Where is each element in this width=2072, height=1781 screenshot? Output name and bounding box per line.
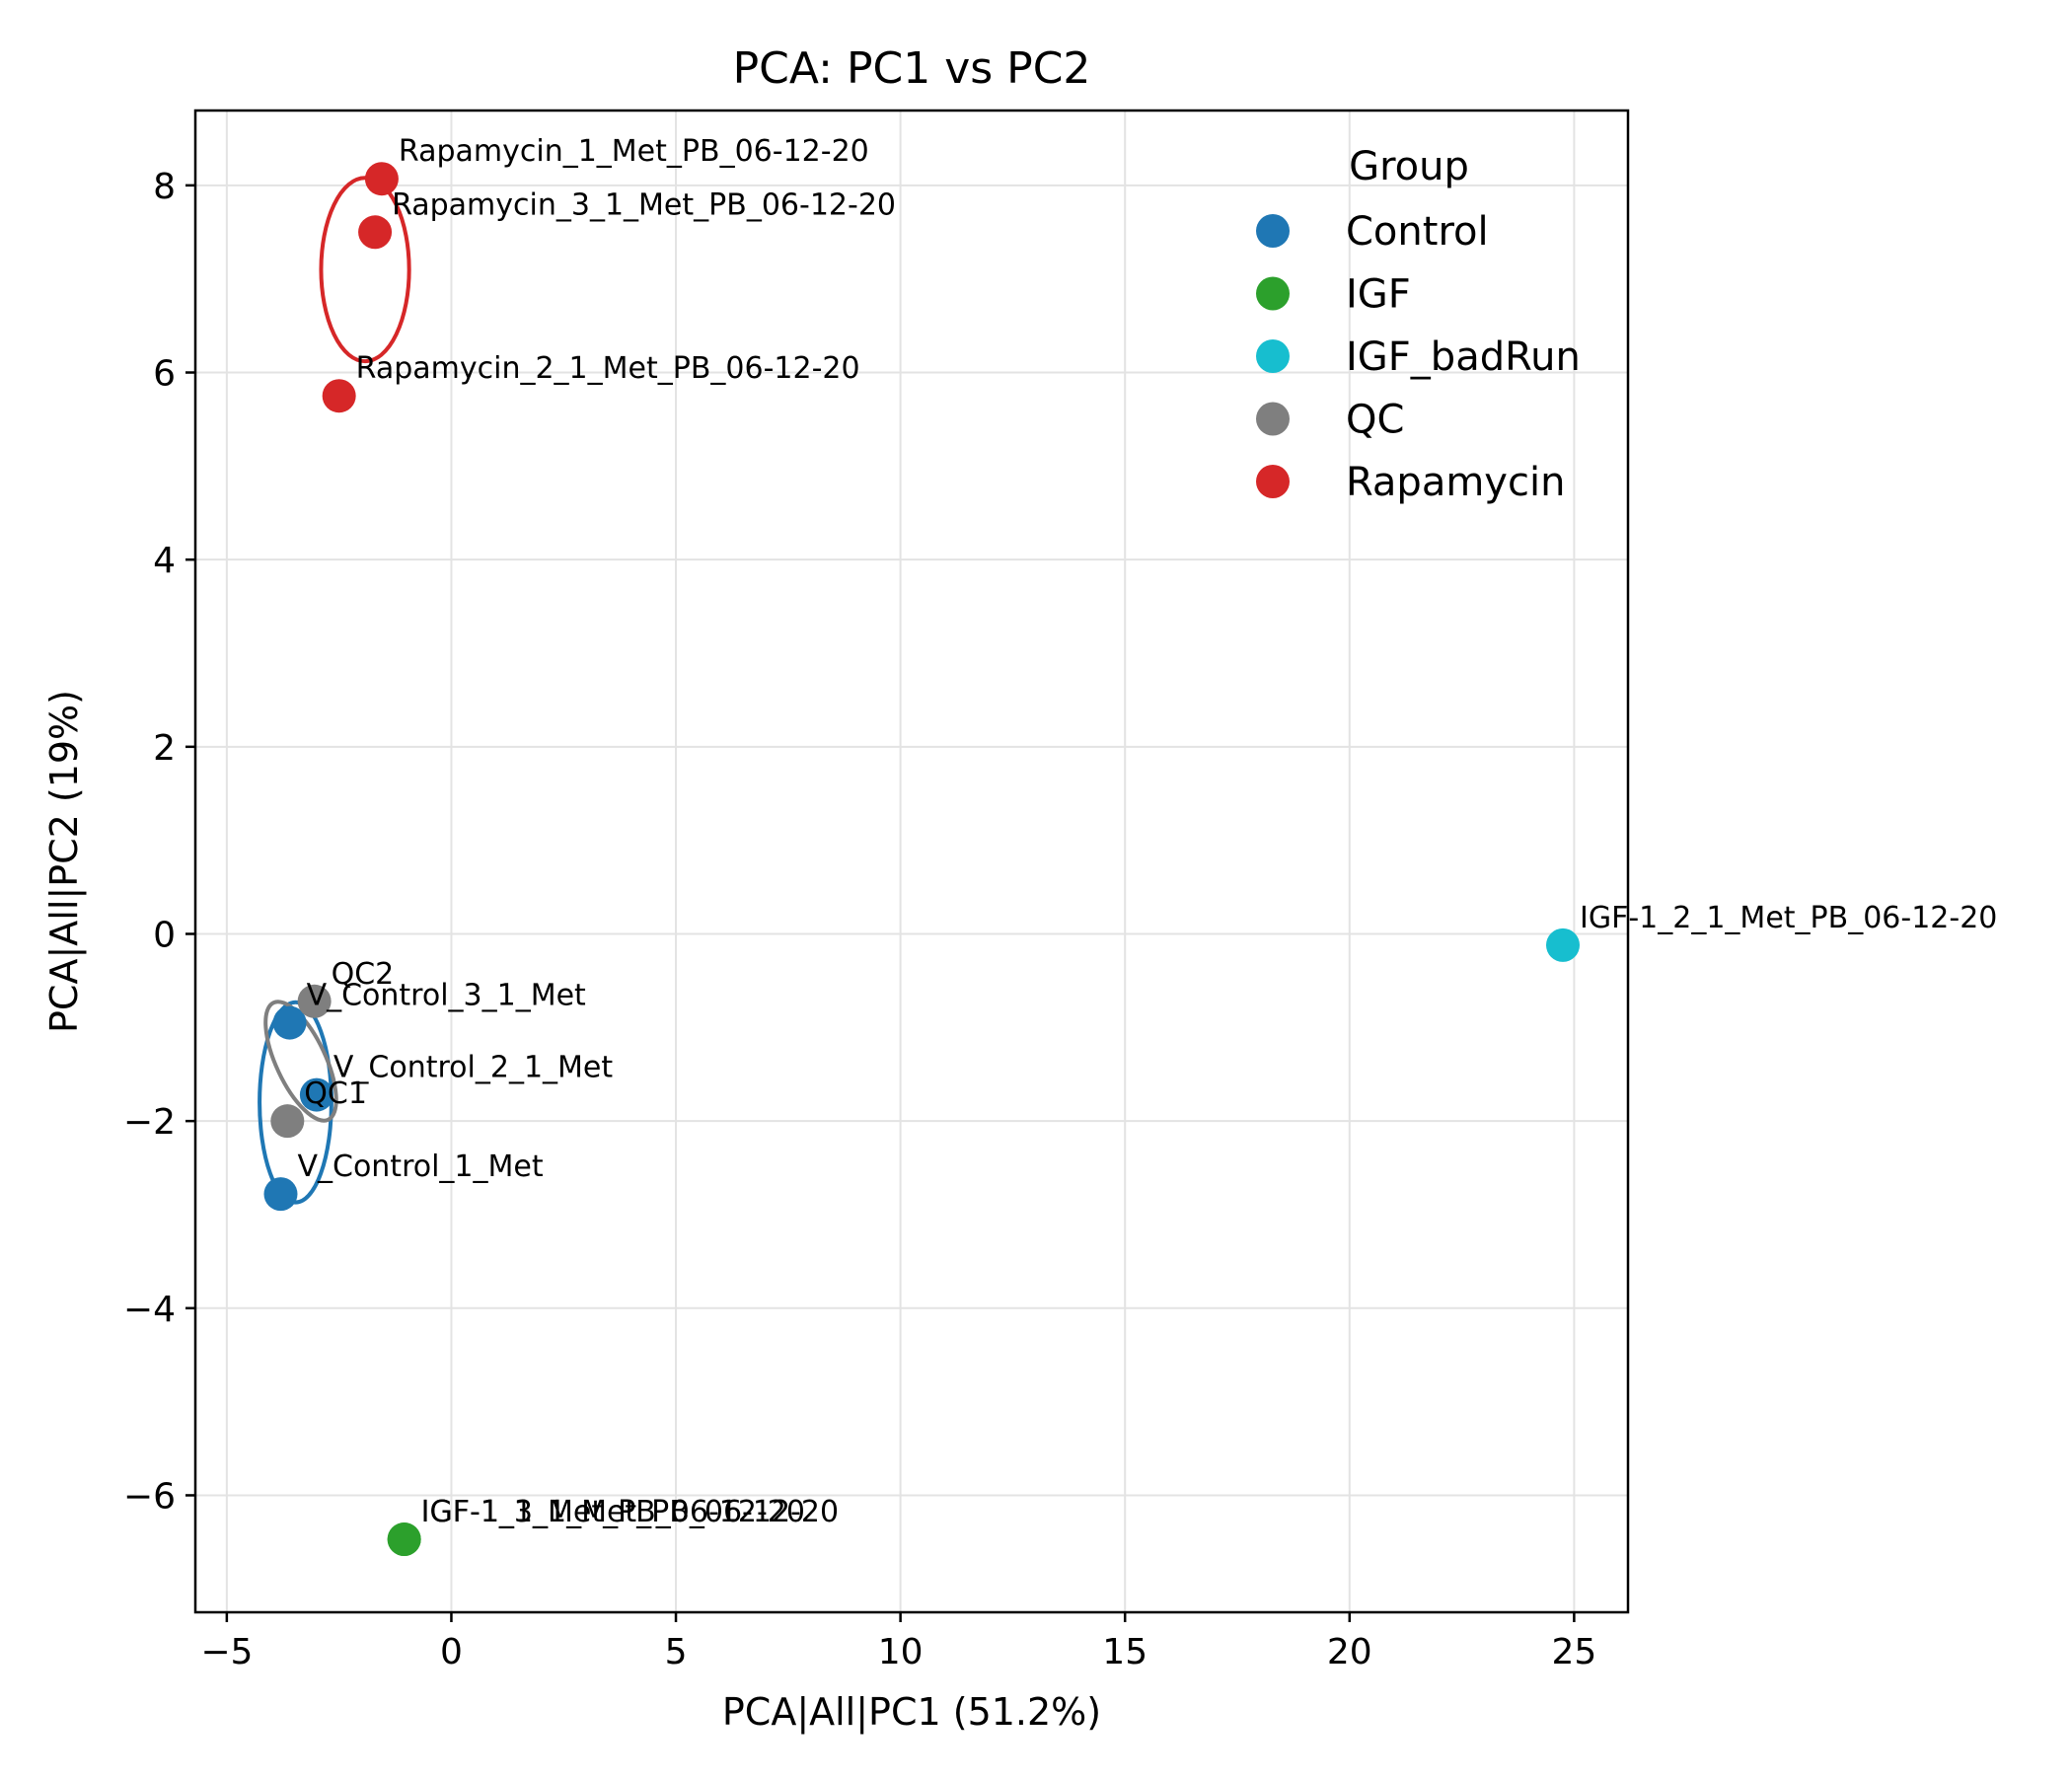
- point-label: IGF-1_3_1_Met_PB_06-12-20: [421, 1495, 839, 1529]
- chart-title: PCA: PC1 vs PC2: [733, 43, 1091, 94]
- data-point: [1546, 928, 1580, 962]
- legend-label: Control: [1346, 209, 1489, 255]
- legend-marker: [1256, 276, 1290, 311]
- x-tick-label: 15: [1102, 1632, 1147, 1672]
- data-points: [263, 162, 1580, 1557]
- legend-marker: [1256, 402, 1290, 436]
- legend-marker: [1256, 465, 1290, 498]
- y-tick-label: −2: [123, 1102, 176, 1143]
- axis-ticks: −5 0 5 10 15 20 25 −6 −4 −2 0 2 4 6 8: [123, 167, 1596, 1672]
- data-point: [364, 162, 399, 196]
- point-label: Rapamycin_2_1_Met_PB_06-12-20: [356, 351, 860, 386]
- legend: Group Control IGF IGF_badRun QC Rapamycin: [1256, 144, 1581, 505]
- point-label: V_Control_2_1_Met: [333, 1051, 613, 1085]
- data-point: [263, 1177, 298, 1212]
- point-label: Rapamycin_1_Met_PB_06-12-20: [399, 134, 869, 169]
- point-label: QC2: [332, 957, 395, 992]
- legend-marker: [1256, 214, 1290, 248]
- legend-title: Group: [1349, 144, 1469, 189]
- y-tick-label: −6: [123, 1476, 176, 1517]
- data-point: [358, 215, 393, 250]
- y-tick-label: −4: [123, 1290, 176, 1330]
- legend-marker: [1256, 339, 1290, 373]
- point-labels: V_Control_3_1_Met V_Control_2_1_Met V_Cont…: [297, 134, 1997, 1529]
- y-tick-label: 8: [153, 167, 176, 207]
- point-label: QC1: [304, 1076, 367, 1111]
- x-tick-label: 5: [665, 1632, 688, 1672]
- x-axis-title: PCA|All|PC1 (51.2%): [722, 1690, 1101, 1735]
- legend-label: Rapamycin: [1346, 460, 1565, 505]
- x-tick-label: −5: [200, 1632, 253, 1672]
- x-tick-label: 0: [440, 1632, 463, 1672]
- point-label: V_Control_1_Met: [297, 1150, 543, 1184]
- group-ellipse-qc: [263, 1000, 338, 1123]
- data-point: [299, 1077, 333, 1112]
- y-axis-title: PCA|All|PC2 (19%): [42, 690, 87, 1033]
- data-point: [387, 1522, 421, 1557]
- legend-label: IGF: [1346, 272, 1411, 318]
- y-tick-label: 4: [153, 541, 176, 581]
- legend-label: IGF_badRun: [1346, 334, 1581, 380]
- data-point: [270, 1104, 305, 1139]
- grid: [195, 111, 1628, 1612]
- x-tick-label: 25: [1551, 1632, 1596, 1672]
- point-label: V_Control_3_1_Met: [307, 979, 586, 1013]
- point-label: Rapamycin_3_1_Met_PB_06-12-20: [392, 187, 896, 222]
- legend-label: QC: [1346, 398, 1404, 443]
- point-label: IGF-1_2_1_Met_PB_06-12-20: [1580, 901, 1997, 935]
- data-point: [272, 1005, 307, 1040]
- y-tick-label: 6: [153, 354, 176, 395]
- y-tick-label: 2: [153, 728, 176, 769]
- y-tick-label: 0: [153, 915, 176, 955]
- axes-frame: [193, 109, 1630, 1614]
- point-label: IGF-1_1_Met_PB_06-12-20: [421, 1495, 805, 1529]
- x-tick-label: 20: [1327, 1632, 1372, 1672]
- data-point: [297, 984, 332, 1018]
- x-tick-label: 10: [878, 1632, 924, 1672]
- data-point: [322, 379, 356, 413]
